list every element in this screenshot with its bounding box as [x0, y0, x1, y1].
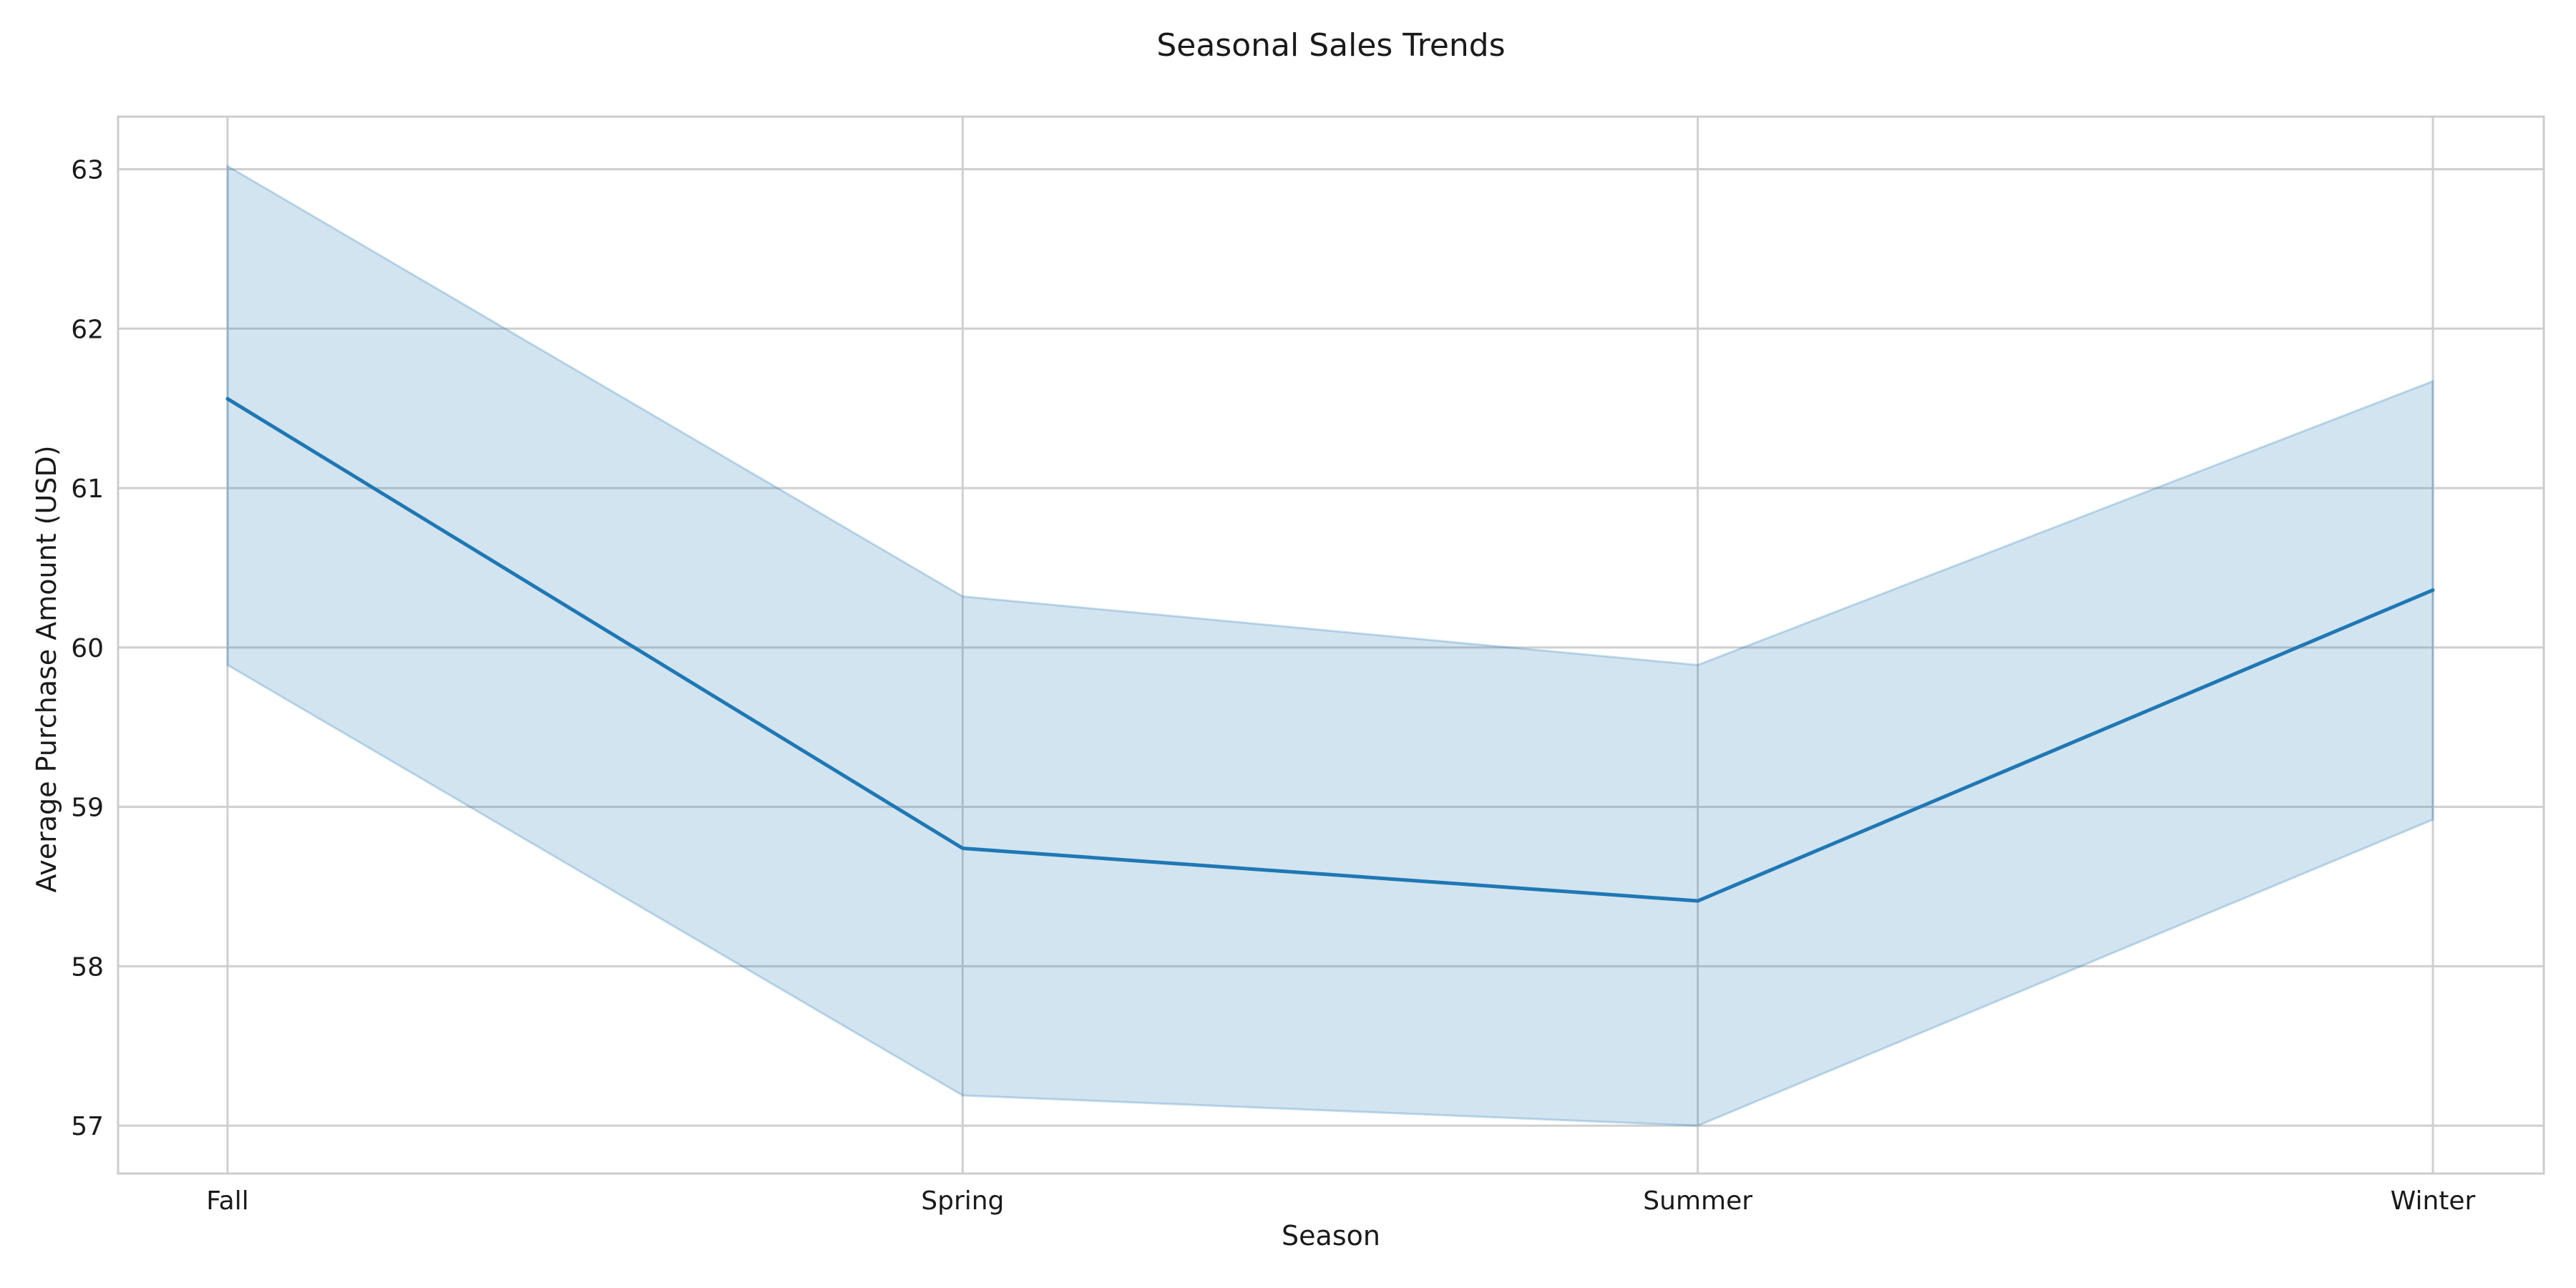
x-tick-label-spring: Spring	[921, 1186, 1004, 1216]
x-tick-label-winter: Winter	[2391, 1186, 2476, 1216]
x-tick-label-summer: Summer	[1643, 1186, 1752, 1216]
y-tick-labels: 57 58 59 60 61 62 63	[71, 156, 104, 1142]
plot-frame	[117, 115, 2545, 1175]
y-tick-label-61: 61	[71, 474, 104, 504]
y-axis-label: Average Purchase Amount (USD)	[31, 445, 62, 892]
confidence-band-group	[226, 164, 2434, 1127]
data-point-summer	[1697, 900, 1699, 902]
confidence-band-0	[226, 164, 2434, 1127]
x-tick-label-fall: Fall	[206, 1186, 248, 1216]
x-axis-label: Season	[1282, 1220, 1380, 1252]
y-tick-label-57: 57	[71, 1112, 104, 1141]
grid	[118, 117, 2544, 1174]
y-tick-label-63: 63	[71, 156, 104, 185]
x-tick-labels: Fall Spring Summer Winter	[206, 1186, 2475, 1216]
chart-title: Seasonal Sales Trends	[1156, 27, 1505, 64]
y-tick-label-62: 62	[71, 315, 104, 344]
series-line-group	[225, 396, 2435, 903]
y-tick-label-60: 60	[71, 634, 104, 663]
data-point-spring	[962, 848, 963, 849]
y-tick-label-58: 58	[71, 952, 104, 982]
series-line-0	[225, 396, 2435, 903]
y-tick-label-59: 59	[71, 794, 104, 823]
